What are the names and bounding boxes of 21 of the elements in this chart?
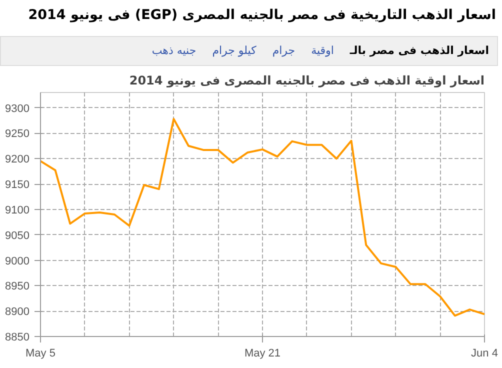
y-tick-label: 8900	[5, 306, 30, 318]
chart-subtitle: اسعار اوقية الذهب فى مصر بالجنيه المصرى فى يونيو 2014	[129, 74, 485, 88]
line-series	[40, 118, 484, 317]
text: كيلو جرام	[211, 43, 258, 59]
y-tick-label: 9150	[5, 179, 30, 191]
x-tick-label: May 21	[244, 348, 281, 360]
y-tick-label: 9050	[5, 230, 30, 242]
y-tick-label: 9000	[5, 255, 30, 268]
text: جرام	[271, 43, 296, 59]
text: اوقية	[310, 43, 335, 59]
text: جنيه ذهب	[150, 43, 198, 59]
text: اسعار الذهب فى مصر بالـ	[348, 43, 490, 59]
y-tick-label: 9200	[5, 154, 30, 166]
y-tick-label: 8850	[5, 332, 30, 344]
y-tick-label: 9250	[5, 128, 30, 140]
x-tick-label: Jun 4	[471, 348, 498, 360]
chart-title: اسعار الذهب التاريخية فى مصر بالجنيه المصرى (EGP) فى يونيو 2014	[27, 6, 496, 25]
y-tick-label: 8950	[5, 280, 30, 293]
x-tick-label: May 5	[26, 348, 56, 360]
y-tick-label: 9300	[5, 102, 30, 115]
y-tick-label: 9100	[5, 204, 30, 216]
